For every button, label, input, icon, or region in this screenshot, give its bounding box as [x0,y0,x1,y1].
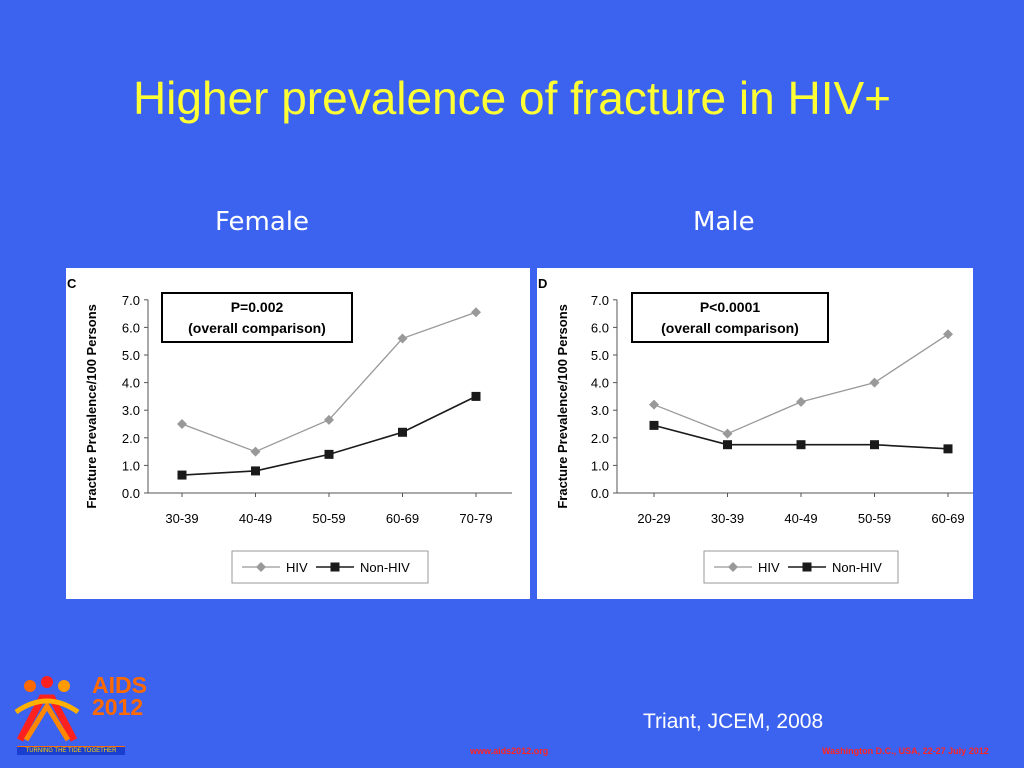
female-chart-panel: C Fracture Prevalence/100 Persons 0.0 1.0 2.… [66,268,530,599]
y-tick-label: 5.0 [591,348,609,363]
non-hiv-data-point [324,449,334,459]
y-tick-label: 1.0 [122,458,140,473]
hiv-data-point [869,377,880,388]
legend-non-hiv-label: Non-HIV [360,560,410,575]
non-hiv-data-point [471,391,481,401]
hiv-data-point [250,446,261,457]
y-tick-label: 5.0 [122,348,140,363]
x-tick-label: 40-49 [239,511,272,526]
legend-non-hiv-marker [802,562,812,572]
hiv-data-point [177,419,187,429]
non-hiv-data-point [943,444,953,454]
non-hiv-data-point [177,470,187,480]
y-tick-label: 3.0 [122,403,140,418]
non-hiv-data-point [251,466,260,476]
hiv-data-point [722,428,733,439]
x-tick-label: 20-29 [637,511,670,526]
y-tick-label: 0.0 [591,486,609,501]
x-tick-label: 40-49 [784,511,817,526]
ribbon-people-icon [14,676,80,742]
footer-event-info: Washington D.C., USA, 22-27 July 2012 [822,746,989,756]
y-tick-label: 1.0 [591,458,609,473]
annotation-comparison: (overall comparison) [661,320,799,336]
annotation-box [161,292,353,343]
x-tick-label: 60-69 [931,511,964,526]
x-tick-label: 30-39 [711,511,744,526]
annotation-comparison: (overall comparison) [188,320,326,336]
x-tick-label: 30-39 [165,511,198,526]
non-hiv-data-point [870,440,879,450]
legend-non-hiv-marker [330,562,340,572]
logo-aids-text: AIDS [92,672,147,698]
legend-hiv-label: HIV [758,560,780,575]
male-fracture-chart: D Fracture Prevalence/100 Persons 0.0 1.0 2.… [538,276,973,584]
citation: Triant, JCEM, 2008 [643,710,824,733]
y-axis-label: Fracture Prevalence/100 Persons [84,304,99,509]
y-tick-label: 2.0 [122,431,140,446]
legend-non-hiv-label: Non-HIV [832,560,882,575]
hiv-data-point [324,414,334,425]
y-tick-label: 3.0 [591,403,609,418]
hiv-data-point [796,396,806,407]
y-tick-label: 7.0 [122,293,140,308]
series-line-non-hiv [181,395,477,476]
x-tick-label: 50-59 [858,511,891,526]
y-axis-label: Fracture Prevalence/100 Persons [555,304,570,509]
non-hiv-data-point [398,427,407,437]
non-hiv-data-point [796,440,806,450]
x-tick-label: 50-59 [312,511,345,526]
y-tick-label: 7.0 [591,293,609,308]
panel-letter: C [67,276,77,291]
aids2012-logo: AIDS 2012 [12,672,147,758]
legend-hiv-marker [728,562,738,572]
y-tick-label: 0.0 [122,486,140,501]
female-fracture-chart: C Fracture Prevalence/100 Persons 0.0 1.0 2.… [67,276,512,584]
logo-year-text: 2012 [92,694,144,720]
hiv-data-point [471,307,481,318]
non-hiv-data-point [649,420,659,430]
footer-website-link[interactable]: www.aids2012.org [470,746,549,756]
x-tick-label: 60-69 [386,511,419,526]
hiv-data-point [649,399,659,410]
annotation-box [631,292,829,343]
y-tick-label: 6.0 [591,320,609,335]
hiv-data-point [943,329,953,340]
hiv-data-point [397,333,408,344]
y-tick-label: 6.0 [122,320,140,335]
female-panel-heading: Female [215,207,310,237]
male-panel-heading: Male [693,207,755,237]
legend-hiv-marker [256,562,266,572]
logo-tagline: TURNING THE TIDE TOGETHER [17,746,125,755]
male-chart-panel: D Fracture Prevalence/100 Persons 0.0 1.0 2.… [537,268,973,599]
annotation-p-value: P<0.0001 [700,299,761,315]
y-tick-label: 2.0 [591,431,609,446]
y-tick-label: 4.0 [591,376,609,391]
non-hiv-data-point [723,440,732,450]
y-tick-label: 4.0 [122,376,140,391]
x-tick-label: 70-79 [459,511,492,526]
annotation-p-value: P=0.002 [231,299,284,315]
series-line-hiv [653,333,949,435]
slide-title: Higher prevalence of fracture in HIV+ [132,72,892,124]
panel-letter: D [538,276,547,291]
legend-hiv-label: HIV [286,560,308,575]
